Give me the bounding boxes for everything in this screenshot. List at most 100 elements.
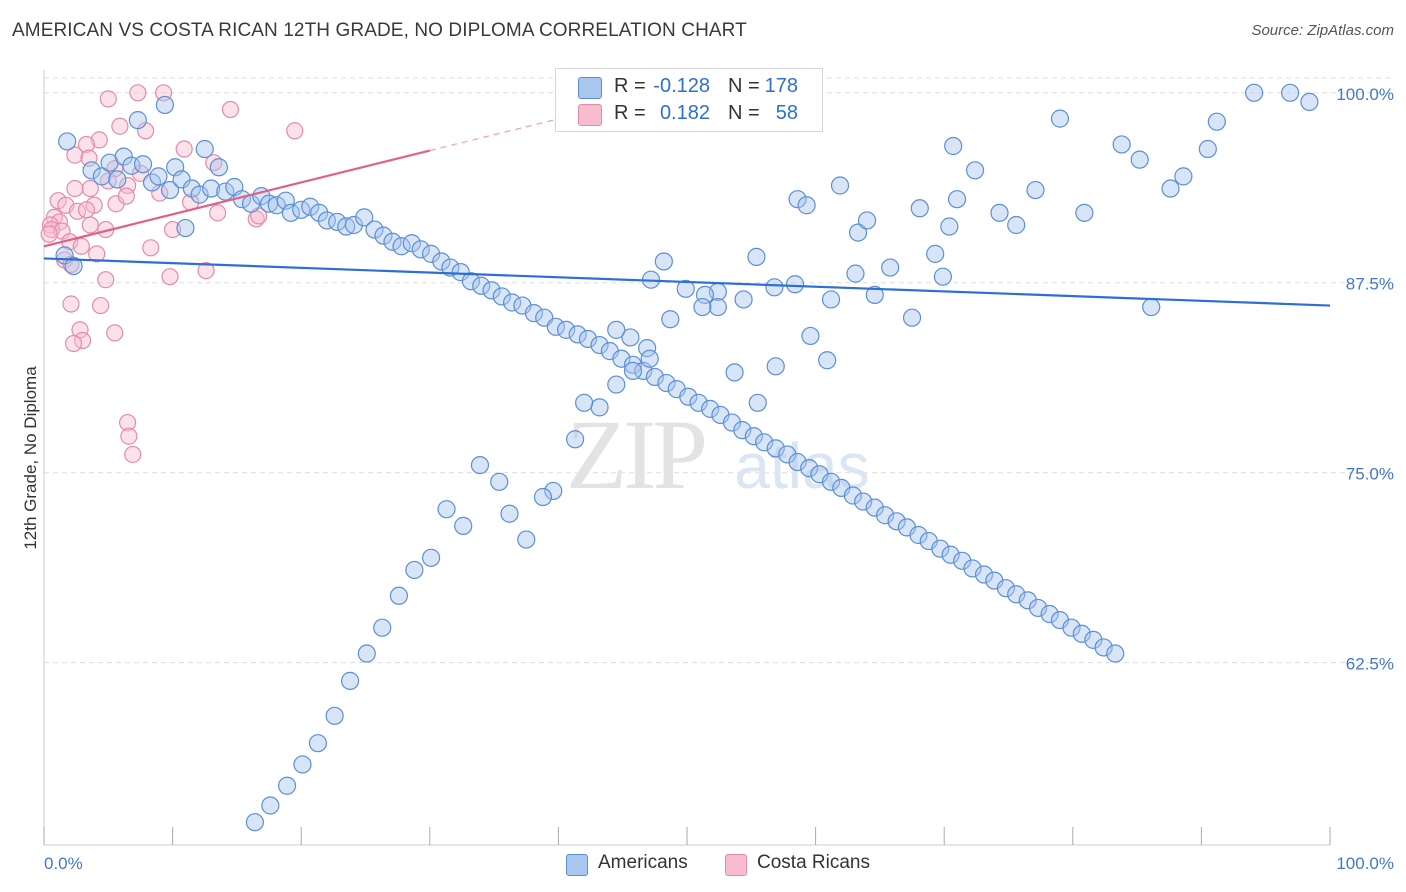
americans-point	[1028, 598, 1048, 618]
americans-point	[1094, 638, 1113, 657]
americans-point	[160, 180, 180, 200]
americans-point	[482, 281, 501, 300]
americans-point	[926, 244, 945, 263]
americans-point	[1026, 180, 1045, 200]
americans-swatch	[566, 854, 588, 876]
y-axis-label: 12th Grade, No Diploma	[21, 366, 40, 550]
americans-point	[765, 278, 784, 297]
costa-ricans-point	[99, 90, 117, 108]
americans-point	[108, 170, 127, 189]
americans-point	[748, 393, 767, 412]
americans-point	[310, 203, 329, 222]
americans-point	[931, 539, 950, 558]
americans-point	[638, 338, 657, 358]
costa-ricans-trend-line	[43, 149, 431, 248]
americans-point	[679, 387, 698, 406]
americans-point	[1161, 179, 1180, 198]
americans-point	[607, 375, 626, 394]
americans-label: Americans	[598, 852, 688, 873]
costa-ricans-point	[106, 324, 124, 342]
americans-point	[245, 813, 265, 832]
americans-point	[733, 421, 752, 440]
costa-ricans-point	[286, 122, 304, 140]
americans-point	[92, 167, 111, 186]
americans-point	[216, 182, 235, 201]
americans-point	[996, 579, 1016, 598]
americans-point	[524, 304, 544, 323]
trend-lines	[43, 111, 1331, 307]
americans-point	[122, 156, 141, 175]
americans-point	[1007, 215, 1026, 235]
americans-point	[546, 317, 565, 336]
americans-point	[965, 161, 985, 180]
bottom-legend: Americans Costa Ricans	[0, 852, 1406, 878]
americans-point	[566, 430, 585, 449]
americans-point	[421, 244, 441, 263]
americans-point	[544, 481, 563, 501]
americans-point	[661, 310, 680, 329]
americans-point	[355, 208, 374, 227]
americans-point	[405, 560, 424, 580]
americans-point	[432, 252, 451, 271]
costa-ricans-point	[73, 331, 92, 350]
americans-point	[708, 297, 727, 317]
americans-point	[1084, 630, 1103, 649]
costa-ricans-points	[40, 84, 304, 464]
americans-point	[963, 559, 982, 578]
americans-point	[337, 217, 356, 236]
americans-point	[202, 179, 221, 198]
americans-point	[623, 361, 643, 380]
americans-point	[875, 506, 895, 525]
americans-point	[365, 220, 384, 239]
americans-point	[766, 439, 785, 458]
americans-point	[195, 139, 214, 159]
costa-ricans-point	[197, 261, 215, 280]
americans-point	[941, 545, 960, 564]
costa-ricans-point	[91, 296, 110, 315]
legend-r-value: -0.128	[653, 75, 710, 97]
americans-point	[402, 234, 421, 253]
americans-point	[1112, 135, 1131, 154]
americans-point	[654, 252, 673, 271]
americans-point	[590, 335, 609, 355]
americans-point	[909, 525, 928, 545]
americans-point	[747, 247, 766, 267]
americans-point	[910, 199, 929, 218]
americans-point	[881, 258, 900, 277]
legend-n-label: N =	[728, 102, 760, 124]
americans-point	[657, 373, 676, 393]
americans-point	[344, 215, 364, 235]
americans-point	[389, 586, 409, 605]
americans-point	[64, 256, 83, 276]
americans-point	[1062, 618, 1081, 637]
americans-point	[568, 325, 587, 344]
americans-point	[830, 176, 850, 195]
costa-ricans-point	[40, 225, 58, 243]
costa-ricans-point	[66, 146, 84, 164]
americans-point	[1198, 139, 1217, 159]
americans-point	[176, 218, 195, 238]
americans-point	[1300, 92, 1319, 112]
y-tick-label: 75.0%	[1346, 465, 1394, 484]
costa-ricans-point	[62, 295, 80, 313]
costa-ricans-point	[118, 413, 137, 432]
legend: R = -0.128 N = 178 R = 0.182 N = 58	[555, 68, 823, 132]
costa-ricans-point	[120, 427, 138, 445]
americans-point	[933, 267, 953, 286]
americans-point	[607, 320, 626, 339]
costa-ricans-point	[90, 131, 108, 149]
costa-ricans-point	[175, 140, 193, 158]
costa-ricans-point	[142, 239, 160, 257]
costa-ricans-point	[117, 187, 135, 205]
watermark: ZIP atlas	[566, 399, 870, 510]
americans-point	[172, 170, 191, 189]
costa-ricans-point	[124, 445, 142, 464]
americans-point	[454, 516, 473, 535]
americans-point	[778, 445, 797, 464]
americans-point	[451, 263, 470, 282]
costa-ricans-point	[164, 220, 182, 239]
americans-point	[517, 530, 536, 549]
costa-ricans-label: Costa Ricans	[757, 852, 870, 873]
americans-point	[734, 290, 753, 309]
